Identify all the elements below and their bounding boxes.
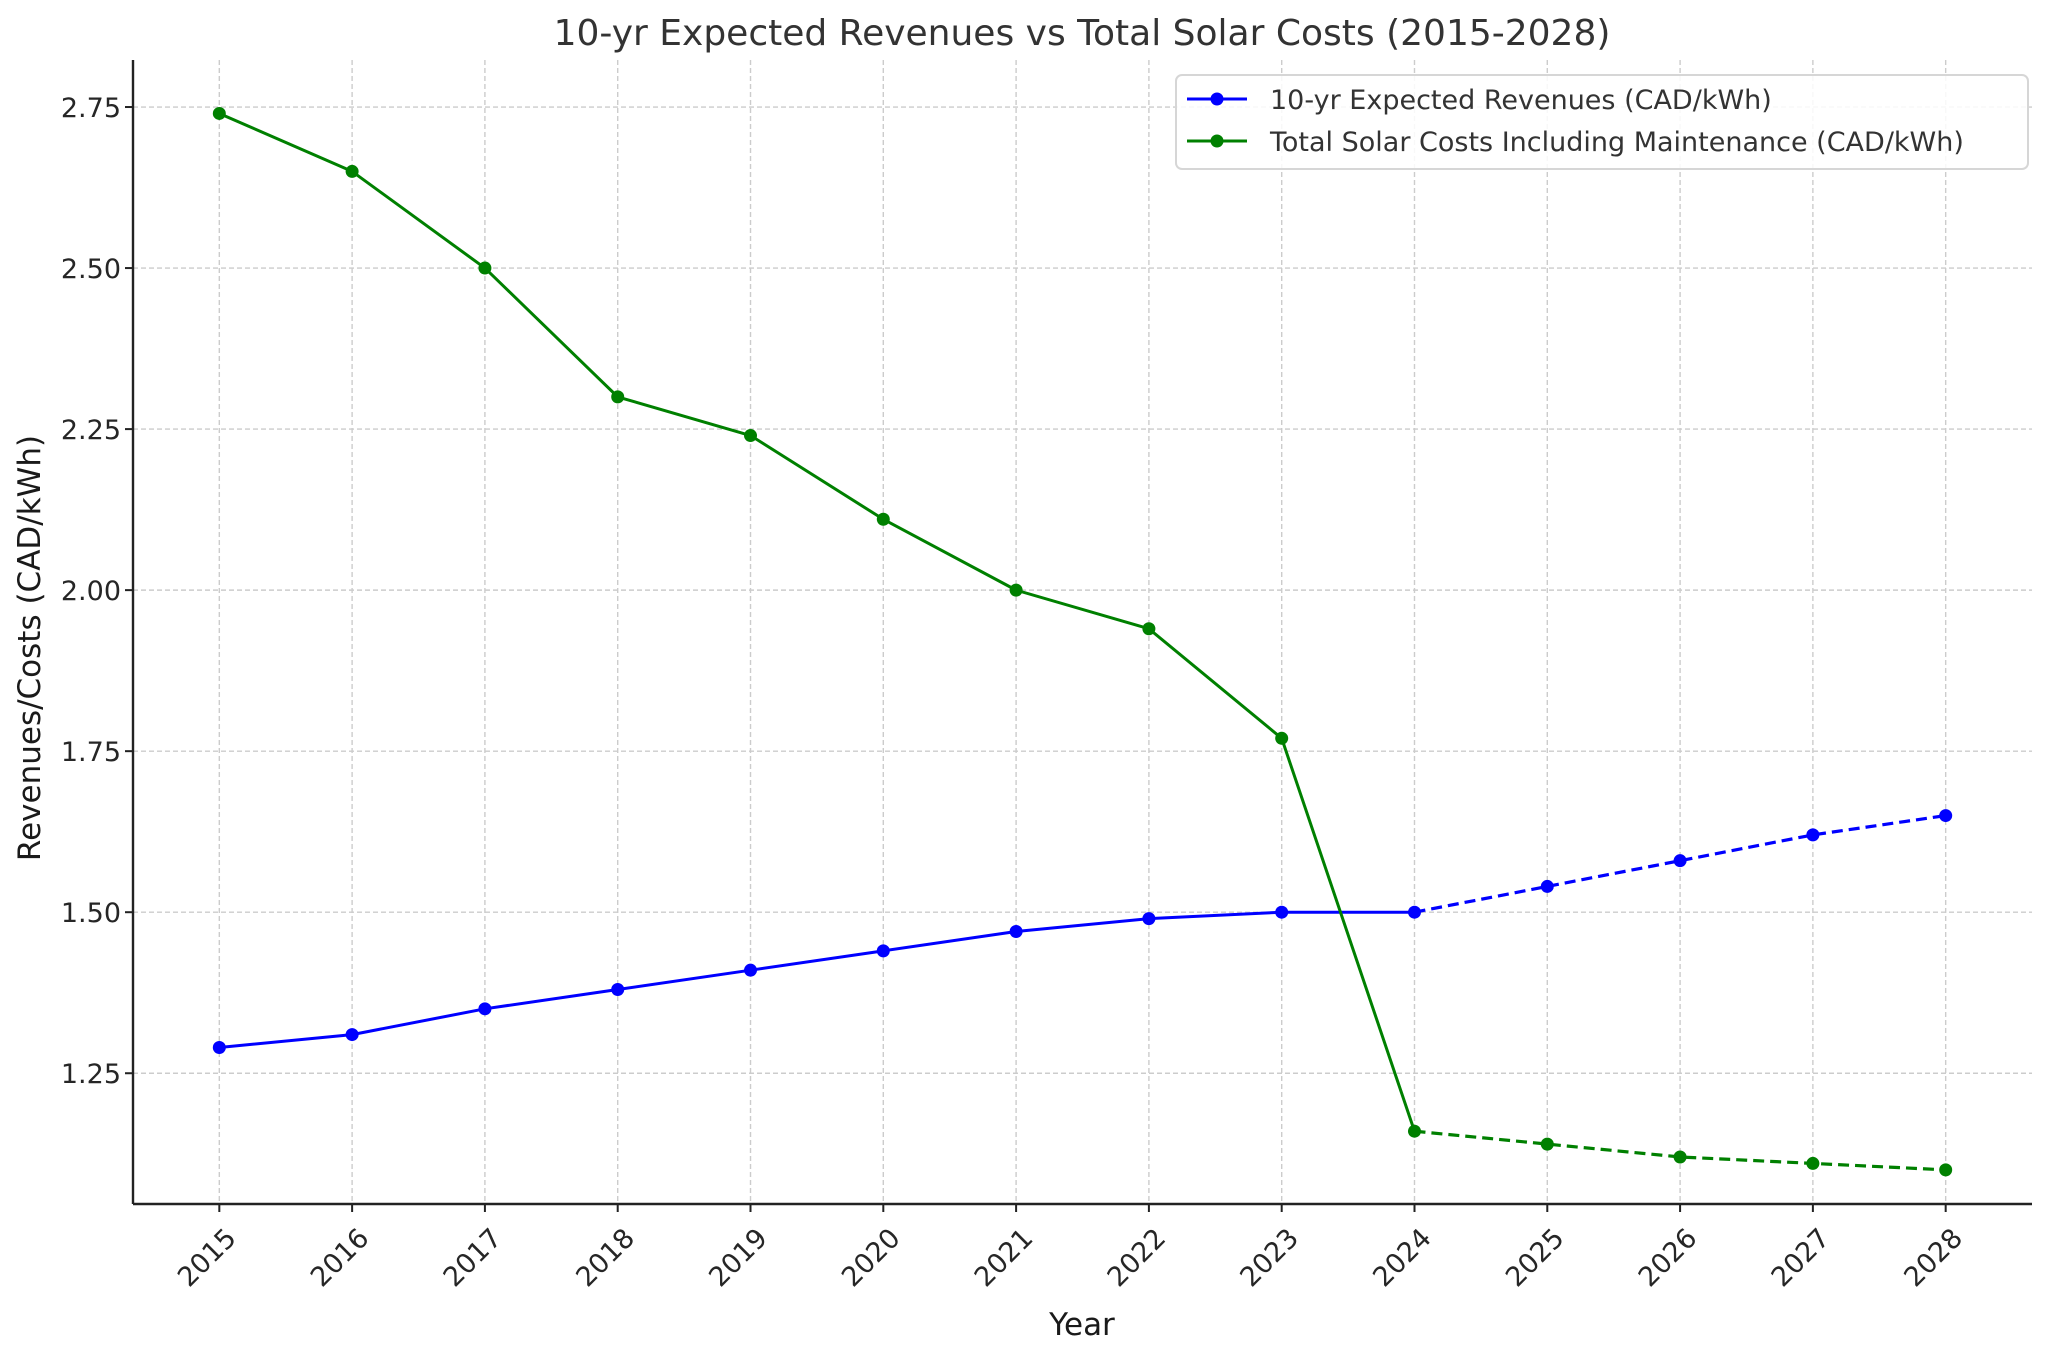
- series-0-point-2015: [212, 1040, 226, 1054]
- legend-label: Total Solar Costs Including Maintenance …: [1269, 127, 1964, 158]
- series-0-point-2016: [345, 1028, 359, 1042]
- series-1-point-2018: [611, 390, 625, 404]
- series-1-point-2025: [1540, 1137, 1554, 1151]
- series-0-point-2017: [478, 1002, 492, 1016]
- y-gridlines: [133, 106, 2032, 1074]
- series-0-point-2021: [1009, 925, 1023, 939]
- y-ticks: 1.25 1.50 1.75 2.00 2.25 2.50 2.75: [61, 93, 133, 1090]
- series-0-point-2018: [611, 983, 625, 996]
- y-tick-label: 2.00: [61, 576, 121, 607]
- series-1-point-2021: [1009, 583, 1023, 597]
- legend-item-costs: Total Solar Costs Including Maintenance …: [1187, 127, 1964, 158]
- axes-spines: [131, 60, 2032, 1206]
- series-0-point-2023: [1275, 905, 1289, 919]
- x-axis-label: Year: [1048, 1307, 1115, 1343]
- series-1-point-2019: [744, 429, 758, 443]
- chart-title: 10-yr Expected Revenues vs Total Solar C…: [554, 13, 1611, 54]
- series-0-line-actual: [219, 910, 1415, 1049]
- series-1: [212, 106, 1953, 1177]
- series-1-point-2027: [1806, 1156, 1820, 1170]
- y-tick-label: 1.25: [61, 1059, 121, 1090]
- x-gridlines: [218, 60, 1947, 1204]
- y-tick-label: 2.75: [61, 93, 121, 124]
- series-0-point-2026: [1673, 854, 1687, 868]
- series-0-point-2027: [1806, 828, 1820, 842]
- series-1-point-2015: [212, 106, 226, 120]
- series-0-point-2020: [876, 944, 890, 958]
- series-1-point-2028: [1939, 1163, 1953, 1177]
- legend-marker-icon: [1210, 92, 1224, 106]
- legend-item-revenues: 10-yr Expected Revenues (CAD/kWh): [1187, 85, 1772, 116]
- y-tick-label: 2.50: [61, 254, 121, 285]
- y-tick-label: 1.50: [61, 898, 121, 929]
- legend: 10-yr Expected Revenues (CAD/kWh) Total …: [1175, 74, 2029, 170]
- y-tick-label: 1.75: [61, 737, 121, 768]
- series-0: [212, 809, 1953, 1054]
- series-0-point-2022: [1142, 912, 1156, 926]
- legend-label: 10-yr Expected Revenues (CAD/kWh): [1270, 85, 1772, 116]
- series-1-point-2023: [1275, 731, 1289, 745]
- series-1-point-2024: [1407, 1124, 1421, 1138]
- legend-box: [1175, 74, 2029, 170]
- series-1-point-2026: [1673, 1150, 1687, 1164]
- y-tick-label: 2.25: [61, 415, 121, 446]
- y-axis-label: Revenues/Costs (CAD/kWh): [12, 435, 48, 861]
- series-1-line-actual: [218, 112, 1416, 1132]
- series-layer: [212, 106, 1953, 1177]
- series-0-line-projected: [1414, 813, 1946, 914]
- series-1-point-2017: [478, 261, 492, 275]
- series-1-point-2022: [1142, 622, 1156, 636]
- series-1-point-2016: [345, 164, 359, 178]
- series-1-point-2020: [876, 512, 890, 526]
- series-1-line-projected: [1414, 1129, 1946, 1172]
- series-0-point-2025: [1540, 879, 1554, 893]
- series-0-point-2028: [1939, 809, 1953, 823]
- series-0-point-2019: [744, 963, 758, 977]
- legend-marker-icon: [1210, 134, 1224, 148]
- series-0-point-2024: [1407, 905, 1421, 919]
